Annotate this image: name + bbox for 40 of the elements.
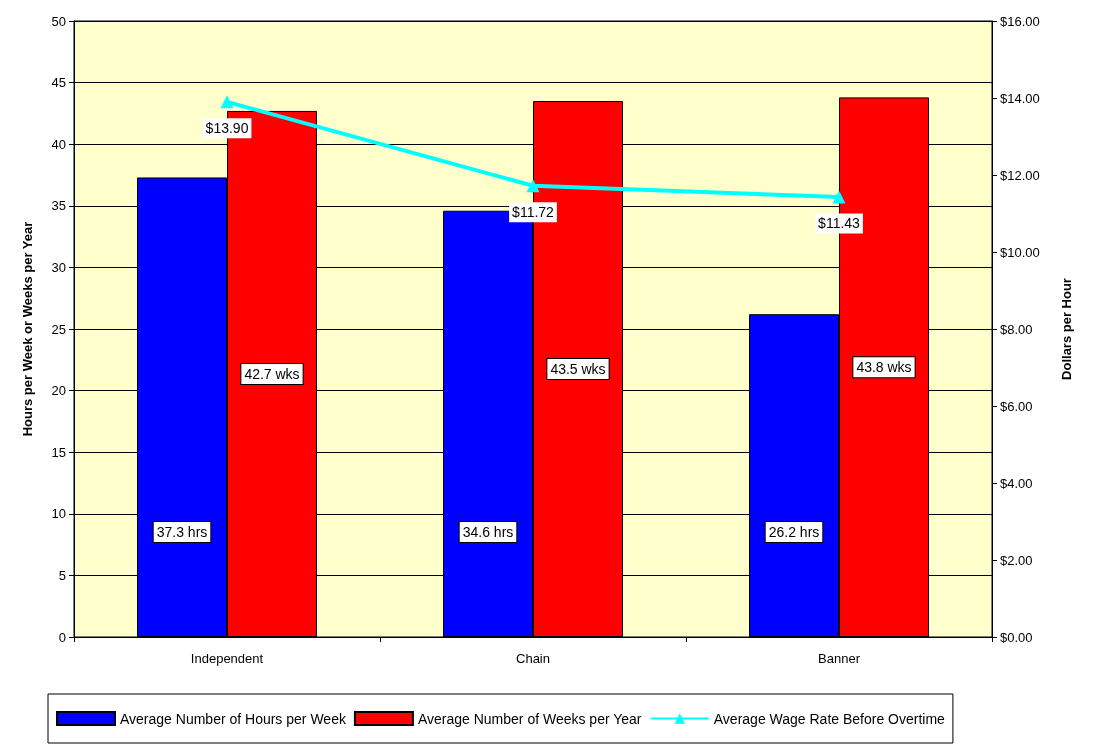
point [832,190,846,204]
y-tick-label: 30 [51,259,66,275]
legend-label: Average Wage Rate Before Overtime [713,710,946,727]
data-label: 42.7 wks [244,365,300,382]
y2-tick-label: $10.00 [1000,244,1040,260]
data-label: 43.8 wks [856,359,912,376]
y2-tick-label: $16.00 [1000,13,1040,29]
x-tick-label: Independent [190,651,264,666]
y-tick-label: 15 [51,444,66,460]
y-tick-label: 45 [51,75,66,91]
y-tick-label: 25 [51,321,66,337]
y-tick-label: 10 [51,506,66,522]
y2-tick-label: $4.00 [1000,475,1033,491]
y2-tick-label: $6.00 [1000,398,1033,414]
x-tick-label: Banner [818,651,861,666]
y-axis-title: Hours per Week or Weeks per Year [20,221,35,437]
y2-tick-label: $2.00 [1000,552,1033,568]
data-label: $11.72 [512,204,555,221]
y-tick-label: 0 [58,629,66,645]
data-label: $11.43 [818,215,861,232]
y-tick-label: 35 [51,198,66,214]
y2-tick-label: $14.00 [1000,90,1040,106]
data-label: 34.6 hrs [462,524,514,540]
point [220,95,234,109]
legend-label: Average Number of Hours per Week [120,710,347,727]
data-label: 37.3 hrs [156,524,208,540]
y2-tick-label: $0.00 [1000,629,1033,645]
y-tick-label: 50 [51,13,66,29]
data-label: $13.90 [205,120,249,137]
x-tick-label: Chain [516,651,550,666]
legend-label: Average Number of Weeks per Year [417,710,642,727]
y-tick-label: 5 [58,567,66,583]
data-label: 26.2 hrs [768,524,820,540]
point [526,179,540,193]
y2-axis-title: Dollars per Hour [1059,278,1074,380]
y2-tick-label: $8.00 [1000,321,1033,337]
y-tick-label: 20 [51,383,66,399]
y2-tick-label: $12.00 [1000,167,1040,183]
data-label: 43.5 wks [550,361,606,378]
y-tick-label: 40 [51,136,66,152]
